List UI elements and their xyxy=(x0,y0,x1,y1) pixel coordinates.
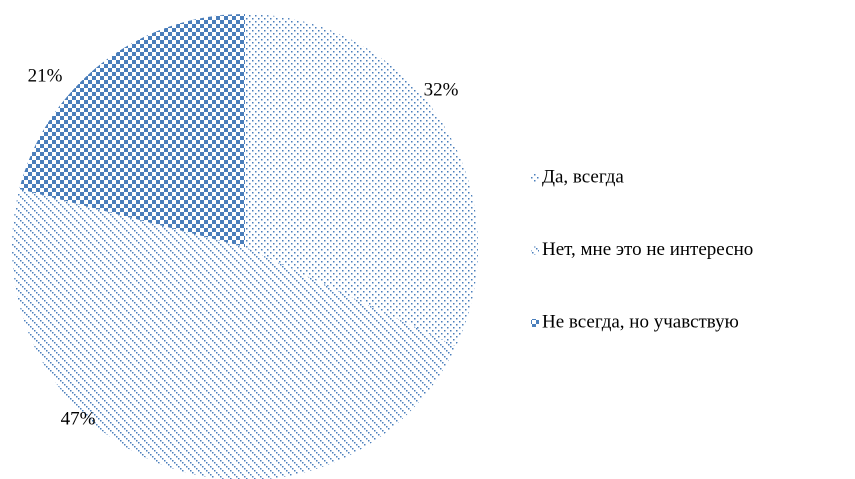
data-label: 32% xyxy=(424,79,459,100)
legend-label: Да, всегда xyxy=(542,166,624,187)
legend-label: Не всегда, но учавствую xyxy=(542,311,739,332)
data-label: 21% xyxy=(28,65,63,86)
pie-slice xyxy=(12,189,456,479)
pie-slice xyxy=(245,14,478,347)
data-label: 47% xyxy=(61,408,96,429)
legend-swatch xyxy=(531,174,539,182)
legend-swatch xyxy=(531,246,539,255)
legend-label: Нет, мне это не интересно xyxy=(542,239,753,260)
legend-swatch xyxy=(531,319,539,327)
pie-slice xyxy=(19,14,245,247)
